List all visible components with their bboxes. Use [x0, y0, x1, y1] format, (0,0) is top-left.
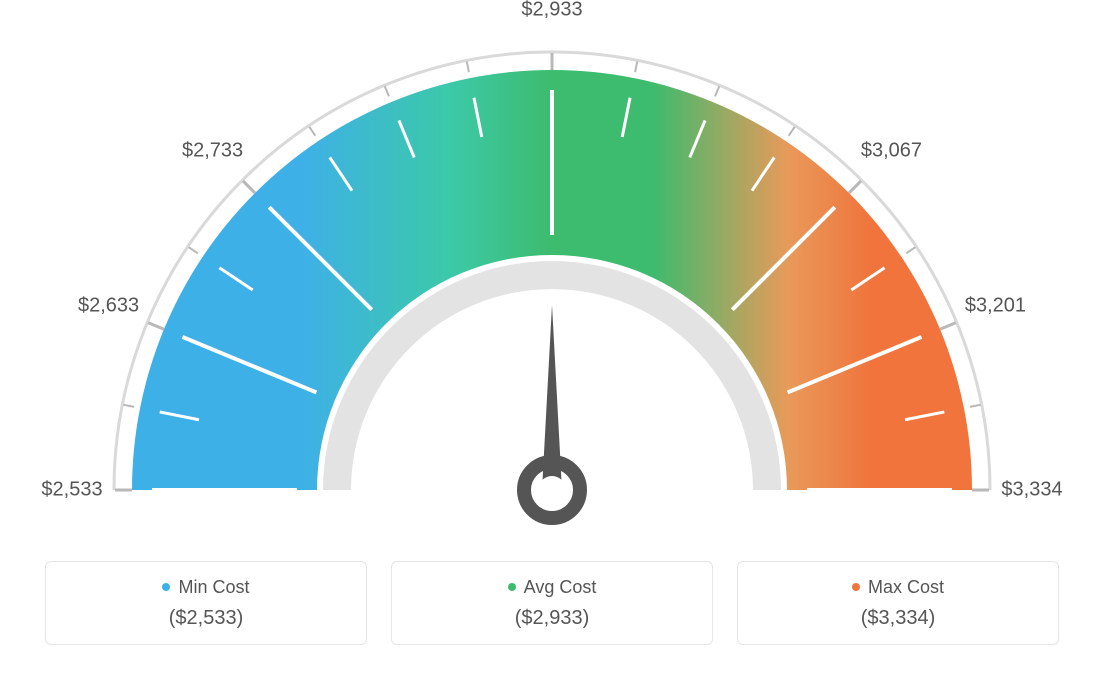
dot-icon	[162, 583, 170, 591]
max-cost-title: Max Cost	[852, 576, 944, 597]
min-cost-card: Min Cost ($2,533)	[45, 561, 367, 645]
gauge-tick-label: $3,067	[861, 139, 922, 162]
legend-row: Min Cost ($2,533) Avg Cost ($2,933) Max …	[0, 561, 1104, 645]
gauge-tick-label: $2,733	[182, 139, 243, 162]
gauge-svg	[0, 0, 1104, 555]
gauge-tick-label: $3,334	[1001, 479, 1062, 502]
avg-cost-value: ($2,933)	[392, 607, 712, 630]
dot-icon	[508, 583, 516, 591]
min-cost-value: ($2,533)	[46, 607, 366, 630]
max-cost-card: Max Cost ($3,334)	[737, 561, 1059, 645]
gauge-area: $2,533 $2,633 $2,733 $2,933 $3,067 $3,201 $3,3…	[0, 0, 1104, 555]
gauge-tick-label: $2,633	[78, 295, 139, 318]
avg-cost-card: Avg Cost ($2,933)	[391, 561, 713, 645]
avg-cost-label: Avg Cost	[524, 577, 597, 598]
dot-icon	[852, 583, 860, 591]
max-cost-label: Max Cost	[868, 577, 944, 598]
cost-gauge-widget: $2,533 $2,633 $2,733 $2,933 $3,067 $3,201 $3,3…	[0, 0, 1104, 645]
min-cost-title: Min Cost	[162, 576, 249, 597]
gauge-tick-label: $2,533	[41, 479, 102, 502]
max-cost-value: ($3,334)	[738, 607, 1058, 630]
gauge-tick-label: $2,933	[521, 0, 582, 22]
min-cost-label: Min Cost	[178, 577, 249, 598]
gauge-tick-label: $3,201	[965, 295, 1026, 318]
avg-cost-title: Avg Cost	[508, 576, 597, 597]
